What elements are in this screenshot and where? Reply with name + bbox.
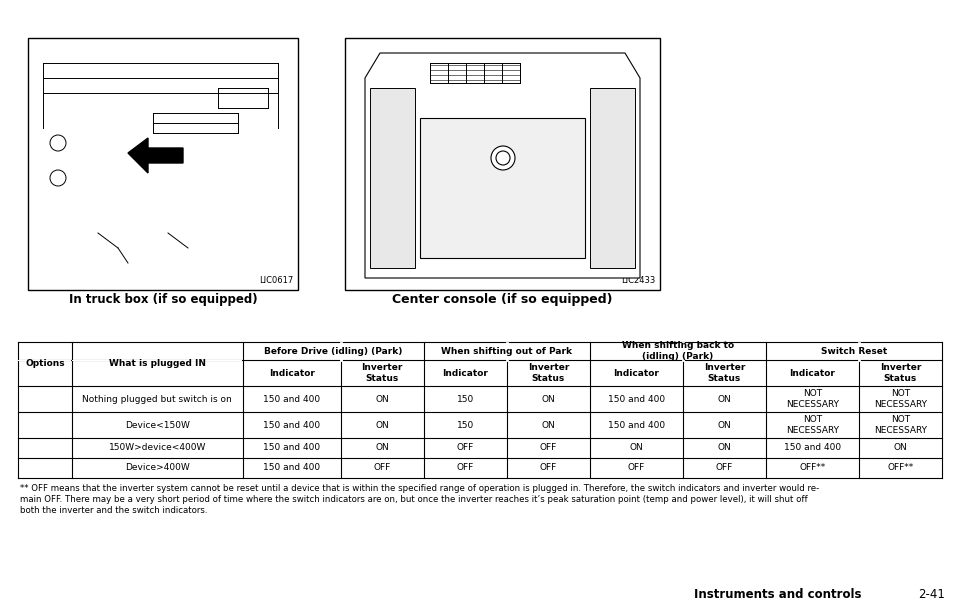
Text: Indicator: Indicator xyxy=(269,368,314,378)
Text: LIC0617: LIC0617 xyxy=(258,276,293,285)
Text: OFF: OFF xyxy=(715,463,732,472)
Text: 150 and 400: 150 and 400 xyxy=(263,463,320,472)
Text: Indicator: Indicator xyxy=(442,368,488,378)
Text: LIC2433: LIC2433 xyxy=(620,276,655,285)
Text: 150 and 400: 150 and 400 xyxy=(783,443,841,452)
Text: 150 and 400: 150 and 400 xyxy=(263,395,320,404)
Text: Instruments and controls: Instruments and controls xyxy=(694,589,869,601)
Bar xyxy=(72,359,242,361)
Text: Switch Reset: Switch Reset xyxy=(820,347,886,356)
Text: Device>400W: Device>400W xyxy=(125,463,190,472)
Polygon shape xyxy=(365,53,639,278)
Text: OFF**: OFF** xyxy=(799,463,824,472)
Text: ON: ON xyxy=(375,421,389,429)
Text: What is plugged IN: What is plugged IN xyxy=(109,359,206,368)
Text: OFF: OFF xyxy=(539,463,557,472)
Circle shape xyxy=(491,146,515,170)
Text: ON: ON xyxy=(717,395,731,404)
Text: 150 and 400: 150 and 400 xyxy=(263,443,320,452)
Text: ON: ON xyxy=(717,443,731,452)
Text: Device<150W: Device<150W xyxy=(125,421,190,429)
Text: 150: 150 xyxy=(456,421,474,429)
Text: ON: ON xyxy=(375,443,389,452)
Text: ON: ON xyxy=(541,395,555,404)
Bar xyxy=(18,359,71,361)
Polygon shape xyxy=(589,88,635,268)
Bar xyxy=(345,38,659,290)
Text: Before Drive (idling) (Park): Before Drive (idling) (Park) xyxy=(264,347,402,356)
Polygon shape xyxy=(128,138,183,173)
Text: When shifting back to
(idling) (Park): When shifting back to (idling) (Park) xyxy=(621,341,733,361)
Text: NOT
NECESSARY: NOT NECESSARY xyxy=(873,415,926,435)
Text: Inverter
Status: Inverter Status xyxy=(361,364,402,382)
Text: NOT
NECESSARY: NOT NECESSARY xyxy=(873,389,926,409)
Text: When shifting out of Park: When shifting out of Park xyxy=(441,347,572,356)
Bar xyxy=(419,118,584,258)
Text: Options: Options xyxy=(25,359,65,368)
Text: OFF: OFF xyxy=(627,463,644,472)
Text: Nothing plugged but switch is on: Nothing plugged but switch is on xyxy=(82,395,232,404)
Text: ** OFF means that the inverter system cannot be reset until a device that is wit: ** OFF means that the inverter system ca… xyxy=(20,484,819,515)
Text: ON: ON xyxy=(893,443,906,452)
Text: Indicator: Indicator xyxy=(789,368,835,378)
Text: Indicator: Indicator xyxy=(613,368,659,378)
Circle shape xyxy=(496,151,510,165)
Text: OFF: OFF xyxy=(539,443,557,452)
Text: Inverter
Status: Inverter Status xyxy=(527,364,569,382)
Text: 150 and 400: 150 and 400 xyxy=(607,421,664,429)
Bar xyxy=(28,38,297,290)
Text: ON: ON xyxy=(375,395,389,404)
Text: NOT
NECESSARY: NOT NECESSARY xyxy=(785,415,838,435)
Text: 150 and 400: 150 and 400 xyxy=(607,395,664,404)
Text: 2-41: 2-41 xyxy=(917,589,944,601)
Text: NOT
NECESSARY: NOT NECESSARY xyxy=(785,389,838,409)
Text: 150W>device<400W: 150W>device<400W xyxy=(109,443,206,452)
Text: Inverter
Status: Inverter Status xyxy=(703,364,744,382)
Text: ON: ON xyxy=(717,421,731,429)
Text: ON: ON xyxy=(629,443,642,452)
Polygon shape xyxy=(370,88,415,268)
Bar xyxy=(18,342,941,478)
Text: In truck box (if so equipped): In truck box (if so equipped) xyxy=(69,294,257,306)
Text: ON: ON xyxy=(541,421,555,429)
Text: OFF: OFF xyxy=(456,463,474,472)
Text: OFF**: OFF** xyxy=(886,463,913,472)
Text: OFF: OFF xyxy=(374,463,391,472)
Text: Center console (if so equipped): Center console (if so equipped) xyxy=(392,294,612,306)
Text: 150: 150 xyxy=(456,395,474,404)
Text: 150 and 400: 150 and 400 xyxy=(263,421,320,429)
Text: OFF: OFF xyxy=(456,443,474,452)
Text: Inverter
Status: Inverter Status xyxy=(879,364,921,382)
